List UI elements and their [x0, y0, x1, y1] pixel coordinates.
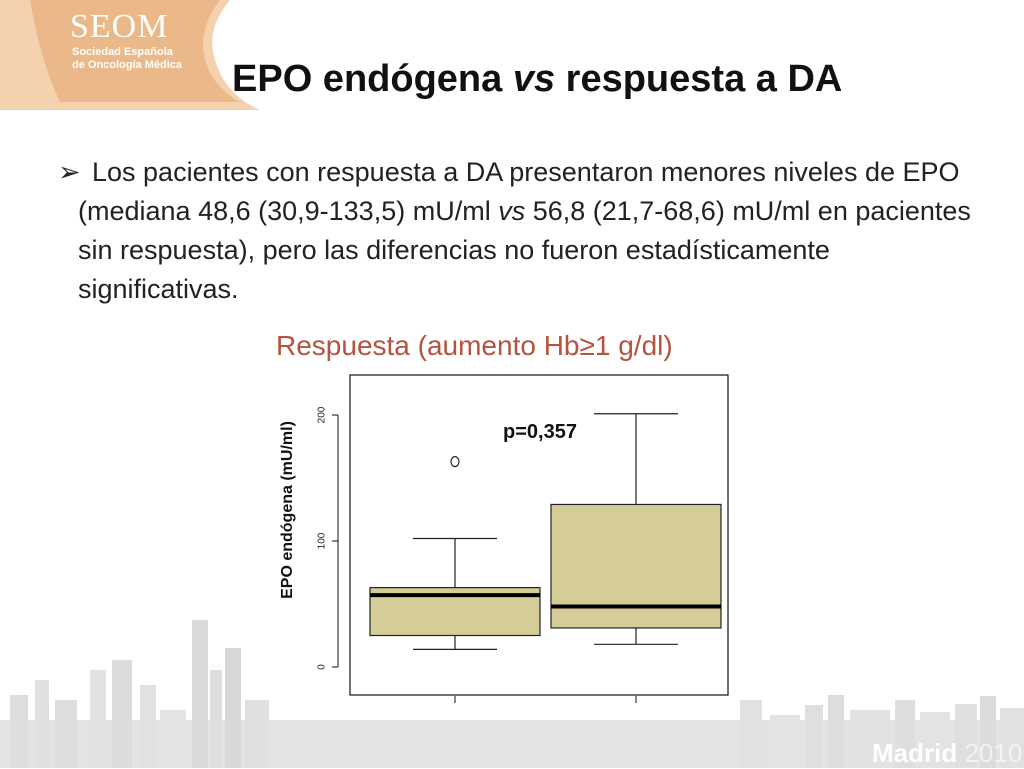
bullet-text-italic: vs — [498, 196, 526, 226]
seom-logo: SEOM Sociedad Española de Oncología Médi… — [0, 0, 260, 110]
y-tick-label: 100 — [317, 532, 328, 549]
bullet-point: ➢ Los pacientes con respuesta a DA prese… — [58, 153, 978, 309]
outlier-point — [450, 456, 460, 468]
bullet-text: Los pacientes con respuesta a DA present… — [58, 153, 978, 309]
chart-title: Respuesta (aumento Hb≥1 g/dl) — [276, 330, 673, 361]
p-value-annotation: p=0,357 — [503, 421, 577, 443]
skyline-graphic — [0, 620, 1024, 768]
y-tick-label: 0 — [317, 664, 328, 670]
footer-year: 2010 — [964, 738, 1023, 768]
slide-title: EPO endógena vs respuesta a DA — [232, 58, 842, 101]
slide-title-part-1: EPO endógena — [232, 58, 513, 100]
logo-line-1: Sociedad Española — [72, 46, 173, 58]
y-axis-label: EPO endógena (mU/ml) — [279, 421, 296, 599]
arrow-bullet-icon: ➢ — [58, 157, 81, 187]
footer-madrid: Madrid 2010 — [872, 738, 1022, 769]
footer-city: Madrid — [872, 738, 958, 768]
bullet-text-2: 56,8 (21,7-68,6) mU/ml en pacientes sin … — [78, 196, 971, 304]
slide-title-part-3: respuesta a DA — [555, 58, 843, 100]
y-tick-label: 200 — [317, 406, 328, 423]
slide-title-italic: vs — [512, 58, 556, 100]
bullet-text-1: Los pacientes con respuesta a DA present… — [78, 157, 960, 226]
logo-title: SEOM — [70, 8, 169, 45]
logo-line-2: de Oncología Médica — [72, 59, 183, 71]
plot-frame — [349, 374, 729, 696]
logo-shape — [0, 0, 260, 110]
